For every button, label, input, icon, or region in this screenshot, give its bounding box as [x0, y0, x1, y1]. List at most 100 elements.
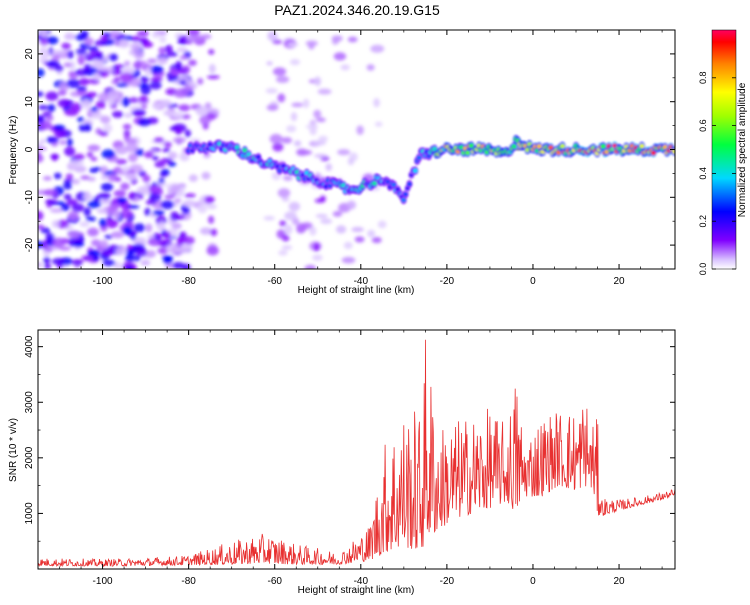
noise-blob [272, 67, 287, 76]
noise-blob [158, 221, 165, 230]
noise-blob [275, 75, 290, 84]
noise-blob [76, 86, 87, 91]
noise-blob [113, 190, 127, 197]
x-tick-label: -20 [440, 576, 455, 587]
noise-blob [79, 221, 90, 227]
noise-blob [90, 156, 98, 162]
noise-blob [346, 200, 357, 210]
ridge-blob [600, 144, 606, 149]
noise-blob [84, 37, 94, 46]
noise-blob [124, 137, 138, 145]
noise-blob [367, 229, 376, 238]
noise-blob [61, 42, 71, 50]
noise-blob [122, 226, 133, 236]
noise-blob [157, 159, 166, 165]
noise-blob [43, 263, 52, 269]
noise-blob [208, 49, 215, 55]
noise-blob [155, 215, 167, 225]
noise-blob [51, 153, 58, 162]
noise-blob [199, 115, 211, 125]
noise-blob [92, 59, 104, 68]
noise-blob [57, 98, 71, 108]
noise-blob [131, 110, 143, 116]
noise-blob [149, 192, 161, 202]
noise-blob [122, 123, 132, 130]
noise-blob [197, 203, 208, 214]
noise-blob [40, 40, 49, 45]
noise-blob [162, 147, 171, 153]
noise-blob [40, 30, 48, 38]
noise-blob [38, 68, 45, 77]
noise-blob [102, 259, 116, 267]
snr-panel: -100 -80 -60 -40 -20 0 20 1000 2000 3000 4000 Hei… [8, 329, 676, 596]
noise-blob [171, 222, 182, 230]
noise-blob [157, 57, 168, 65]
noise-blob [87, 144, 101, 152]
noise-blob [145, 249, 157, 258]
noise-blob [159, 100, 172, 107]
noise-blob [152, 155, 159, 161]
noise-blob [85, 216, 97, 222]
noise-blob [164, 256, 172, 262]
noise-blob [351, 227, 364, 233]
noise-blob [208, 63, 216, 74]
noise-blob [38, 142, 43, 147]
noise-blob [347, 157, 355, 166]
noise-blob [121, 97, 130, 107]
noise-blob [325, 163, 333, 171]
noise-blob [80, 30, 89, 40]
noise-blob [64, 32, 76, 41]
noise-blob [168, 151, 178, 160]
noise-blob [308, 42, 315, 50]
ridge-blob [403, 192, 408, 197]
noise-blob [128, 192, 136, 201]
noise-blob [188, 174, 198, 182]
noise-blob [107, 97, 115, 106]
noise-blob [83, 123, 92, 132]
noise-blob [39, 47, 48, 53]
noise-blob [48, 137, 60, 143]
noise-blob [77, 55, 85, 66]
noise-blob [204, 196, 215, 204]
noise-blob [71, 178, 81, 185]
noise-blob [118, 38, 130, 49]
noise-blob [100, 175, 110, 180]
noise-blob [113, 261, 123, 269]
noise-blob [279, 220, 287, 227]
noise-blob [298, 149, 313, 156]
ridge-blob [372, 181, 377, 186]
noise-blob [315, 213, 328, 219]
noise-blob [366, 64, 375, 71]
noise-blob [141, 104, 148, 110]
noise-blob [43, 249, 51, 257]
noise-blob [167, 161, 177, 167]
spectrogram-x-label: Height of straight line (km) [298, 285, 415, 296]
noise-blob [150, 65, 164, 74]
noise-blob [64, 109, 79, 116]
noise-blob [70, 159, 84, 167]
noise-blob [172, 136, 187, 144]
noise-blob [71, 203, 85, 213]
x-tick-label: -80 [181, 276, 196, 287]
noise-blob [65, 173, 74, 181]
x-tick-label: -100 [93, 276, 113, 287]
noise-blob [175, 127, 182, 136]
noise-blob [47, 104, 56, 112]
x-tick-label: -40 [354, 276, 369, 287]
noise-blob [277, 93, 286, 103]
noise-blob [309, 226, 317, 236]
noise-blob [84, 63, 91, 72]
noise-blob [313, 109, 322, 119]
noise-blob [124, 254, 136, 262]
noise-blob [206, 74, 220, 80]
noise-blob [43, 189, 58, 196]
noise-blob [293, 140, 302, 147]
noise-blob [151, 103, 162, 109]
noise-blob [98, 131, 109, 137]
colorbar-tick-label: 0.4 [698, 167, 708, 180]
noise-blob [343, 241, 353, 250]
noise-blob [147, 58, 157, 64]
noise-blob [174, 88, 189, 97]
snr-x-label: Height of straight line (km) [298, 585, 415, 596]
y-tick-label: 4000 [24, 335, 35, 358]
